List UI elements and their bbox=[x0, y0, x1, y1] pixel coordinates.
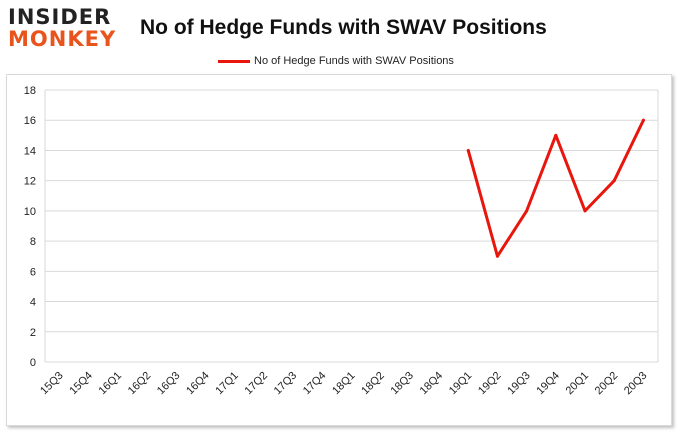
y-tick-label: 10 bbox=[24, 206, 36, 218]
x-tick-label: 17Q3 bbox=[272, 370, 300, 398]
x-tick-label: 15Q4 bbox=[67, 370, 95, 398]
x-tick-label: 18Q1 bbox=[330, 370, 358, 398]
data-point bbox=[525, 209, 529, 213]
legend: No of Hedge Funds with SWAV Positions bbox=[218, 55, 454, 67]
legend-label: No of Hedge Funds with SWAV Positions bbox=[254, 55, 454, 67]
y-tick-label: 16 bbox=[24, 115, 36, 127]
y-tick-label: 12 bbox=[24, 176, 36, 188]
x-tick-label: 19Q1 bbox=[447, 370, 475, 398]
y-tick-label: 4 bbox=[30, 297, 36, 309]
x-tick-label: 19Q4 bbox=[534, 370, 562, 398]
insider-monkey-logo: INSIDER MONKEY bbox=[8, 6, 128, 56]
x-tick-label: 15Q3 bbox=[38, 370, 66, 398]
series-line bbox=[466, 118, 645, 258]
x-tick-label: 16Q2 bbox=[126, 370, 154, 398]
x-tick-label: 20Q3 bbox=[622, 370, 650, 398]
y-tick-label: 6 bbox=[30, 266, 36, 278]
logo-text-bottom: MONKEY bbox=[8, 27, 117, 51]
data-point bbox=[554, 133, 558, 137]
x-tick-label: 19Q2 bbox=[476, 370, 504, 398]
logo-text-top: INSIDER bbox=[8, 5, 112, 29]
y-tick-label: 2 bbox=[30, 327, 36, 339]
x-tick-label: 16Q4 bbox=[184, 370, 212, 398]
x-tick-label: 20Q1 bbox=[564, 370, 592, 398]
chart-frame bbox=[6, 74, 672, 426]
y-tick-label: 0 bbox=[30, 357, 36, 369]
x-tick-label: 20Q2 bbox=[593, 370, 621, 398]
data-point bbox=[641, 118, 645, 122]
x-tick-label: 16Q1 bbox=[97, 370, 125, 398]
data-point bbox=[466, 148, 470, 152]
x-tick-label: 19Q3 bbox=[505, 370, 533, 398]
x-tick-label: 17Q1 bbox=[213, 370, 241, 398]
chart-title: No of Hedge Funds with SWAV Positions bbox=[140, 16, 547, 39]
data-point bbox=[612, 179, 616, 183]
x-tick-label: 17Q4 bbox=[301, 370, 329, 398]
x-tick-label: 18Q3 bbox=[388, 370, 416, 398]
legend-line-swatch bbox=[218, 59, 250, 63]
data-point bbox=[495, 254, 499, 258]
y-tick-label: 18 bbox=[24, 85, 36, 97]
x-tick-label: 17Q2 bbox=[243, 370, 271, 398]
y-tick-label: 8 bbox=[30, 236, 36, 248]
y-tick-label: 14 bbox=[24, 145, 36, 157]
x-tick-label: 18Q2 bbox=[359, 370, 387, 398]
x-tick-label: 18Q4 bbox=[418, 370, 446, 398]
data-point bbox=[583, 209, 587, 213]
x-tick-label: 16Q3 bbox=[155, 370, 183, 398]
